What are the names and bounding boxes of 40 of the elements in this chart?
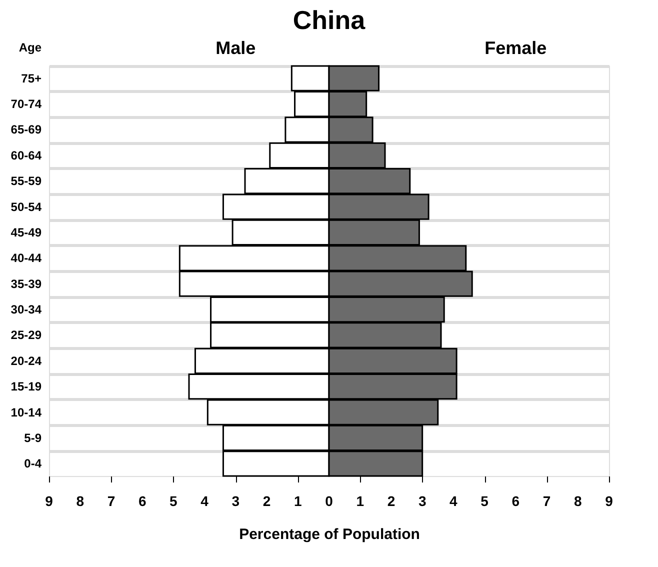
y-tick-label: 25-29 xyxy=(10,328,42,342)
x-tick-label: 8 xyxy=(574,493,582,509)
y-tick-label: 50-54 xyxy=(10,200,42,214)
y-tick-label: 45-49 xyxy=(10,225,42,240)
x-tick-label: 1 xyxy=(356,493,364,509)
x-tick-label: 2 xyxy=(262,493,271,509)
y-tick-label: 30-34 xyxy=(10,302,42,317)
text: Female xyxy=(484,38,547,58)
x-tick-label: 1 xyxy=(294,493,302,509)
y-tick-label: 60-64 xyxy=(10,148,42,162)
y-tick-label: 10-14 xyxy=(10,405,42,420)
y-tick-label: 40-44 xyxy=(10,251,42,266)
x-tick-label: 6 xyxy=(512,493,520,509)
x-tick-label: 3 xyxy=(418,493,426,509)
x-tick-label: 4 xyxy=(200,493,209,509)
x-tick-label: 8 xyxy=(76,493,84,509)
y-tick-label: 15-19 xyxy=(10,380,42,394)
x-tick-label: 5 xyxy=(480,493,489,509)
y-tick-label: 65-69 xyxy=(10,122,42,137)
x-tick-label: 0 xyxy=(325,493,334,509)
y-tick-label: 75+ xyxy=(21,71,42,86)
chart-title: China xyxy=(292,5,366,35)
x-tick-label: 7 xyxy=(107,493,116,509)
x-tick-label: 7 xyxy=(542,493,551,509)
y-tick-label: 5-9 xyxy=(24,430,42,445)
y-tick-label: 0-4 xyxy=(24,456,42,471)
x-tick-label: 3 xyxy=(232,493,240,509)
x-tick-label: 9 xyxy=(45,493,54,509)
x-axis-title: Percentage of Population xyxy=(239,526,420,543)
x-tick-label: 6 xyxy=(138,493,146,509)
x-tick-label: 2 xyxy=(387,493,396,509)
y-tick-label: 70-74 xyxy=(10,97,42,112)
y-tick-label: 55-59 xyxy=(10,174,42,188)
y-tick-label: 20-24 xyxy=(10,354,42,368)
x-tick-label: 9 xyxy=(605,493,614,509)
x-tick-label: 5 xyxy=(170,493,178,509)
y-tick-label: 35-39 xyxy=(10,276,42,291)
y-axis-title: Age xyxy=(18,40,42,54)
x-tick-label: 4 xyxy=(450,493,458,509)
text: Male xyxy=(216,38,256,58)
